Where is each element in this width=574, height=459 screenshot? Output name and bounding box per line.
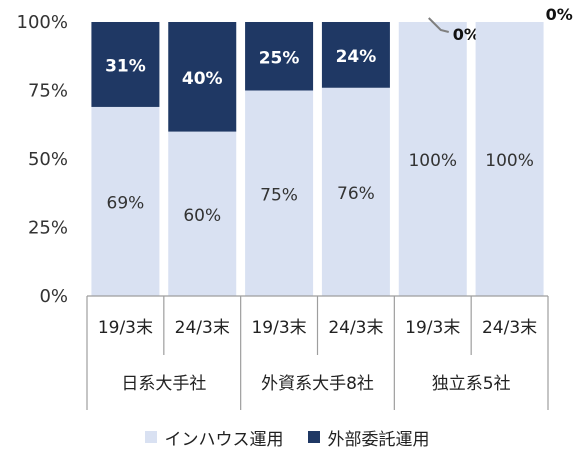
legend-label-inhouse: インハウス運用 <box>164 429 284 450</box>
y-tick-label: 0% <box>39 286 68 307</box>
bar-inhouse <box>398 22 467 296</box>
data-label-outsourced: 31% <box>105 56 146 76</box>
data-label-outsourced: 25% <box>259 48 300 68</box>
data-label-inhouse: 69% <box>107 193 145 213</box>
data-label-outsourced: 0% <box>453 25 480 44</box>
x-tick-label: 19/3末 <box>251 318 306 338</box>
legend-swatch-outsourced <box>307 431 320 443</box>
bar-inhouse <box>475 22 544 296</box>
data-label-inhouse: 75% <box>260 185 298 205</box>
x-tick-label: 24/3末 <box>328 318 383 338</box>
data-label-outsourced: 40% <box>182 69 223 89</box>
legend-item-inhouse: インハウス運用 <box>144 425 284 450</box>
y-tick-label: 75% <box>28 81 68 102</box>
bar-outsourced <box>321 22 390 88</box>
data-label-outsourced: 0% <box>546 5 573 24</box>
data-label-outsourced: 24% <box>336 47 377 67</box>
bar-inhouse <box>321 87 390 296</box>
y-tick-label: 25% <box>28 218 68 239</box>
bar-inhouse <box>168 131 237 296</box>
x-group-label: 独立系5社 <box>432 374 511 394</box>
bar-outsourced <box>245 22 314 91</box>
data-label-inhouse: 100% <box>408 151 457 171</box>
legend-item-outsourced: 外部委託運用 <box>307 425 430 450</box>
x-tick-label: 19/3末 <box>405 318 460 338</box>
y-tick-label: 50% <box>28 149 68 170</box>
bar-inhouse <box>91 106 160 296</box>
data-label-inhouse: 100% <box>485 151 534 171</box>
data-label-inhouse: 60% <box>183 206 221 226</box>
legend: インハウス運用 外部委託運用 <box>0 422 574 452</box>
x-tick-label: 24/3末 <box>175 318 230 338</box>
bars: 69% 31% 60% 40% 75% 25% 76% 24% 100% 0% 100% 0% <box>91 5 573 296</box>
x-group-label: 外資系大手8社 <box>261 374 374 394</box>
x-group-label: 日系大手社 <box>121 374 206 394</box>
bar-outsourced <box>168 22 237 132</box>
bar-outsourced <box>91 22 160 107</box>
y-tick-label: 100% <box>17 12 68 33</box>
x-tick-label: 24/3末 <box>482 318 537 338</box>
x-tick-label: 19/3末 <box>98 318 153 338</box>
leader-line <box>428 17 449 33</box>
data-label-inhouse: 76% <box>337 184 375 204</box>
legend-label-outsourced: 外部委託運用 <box>327 429 430 450</box>
legend-swatch-inhouse <box>144 431 157 443</box>
y-axis: 0% 25% 50% 75% 100% <box>17 12 68 307</box>
bar-inhouse <box>245 90 314 296</box>
